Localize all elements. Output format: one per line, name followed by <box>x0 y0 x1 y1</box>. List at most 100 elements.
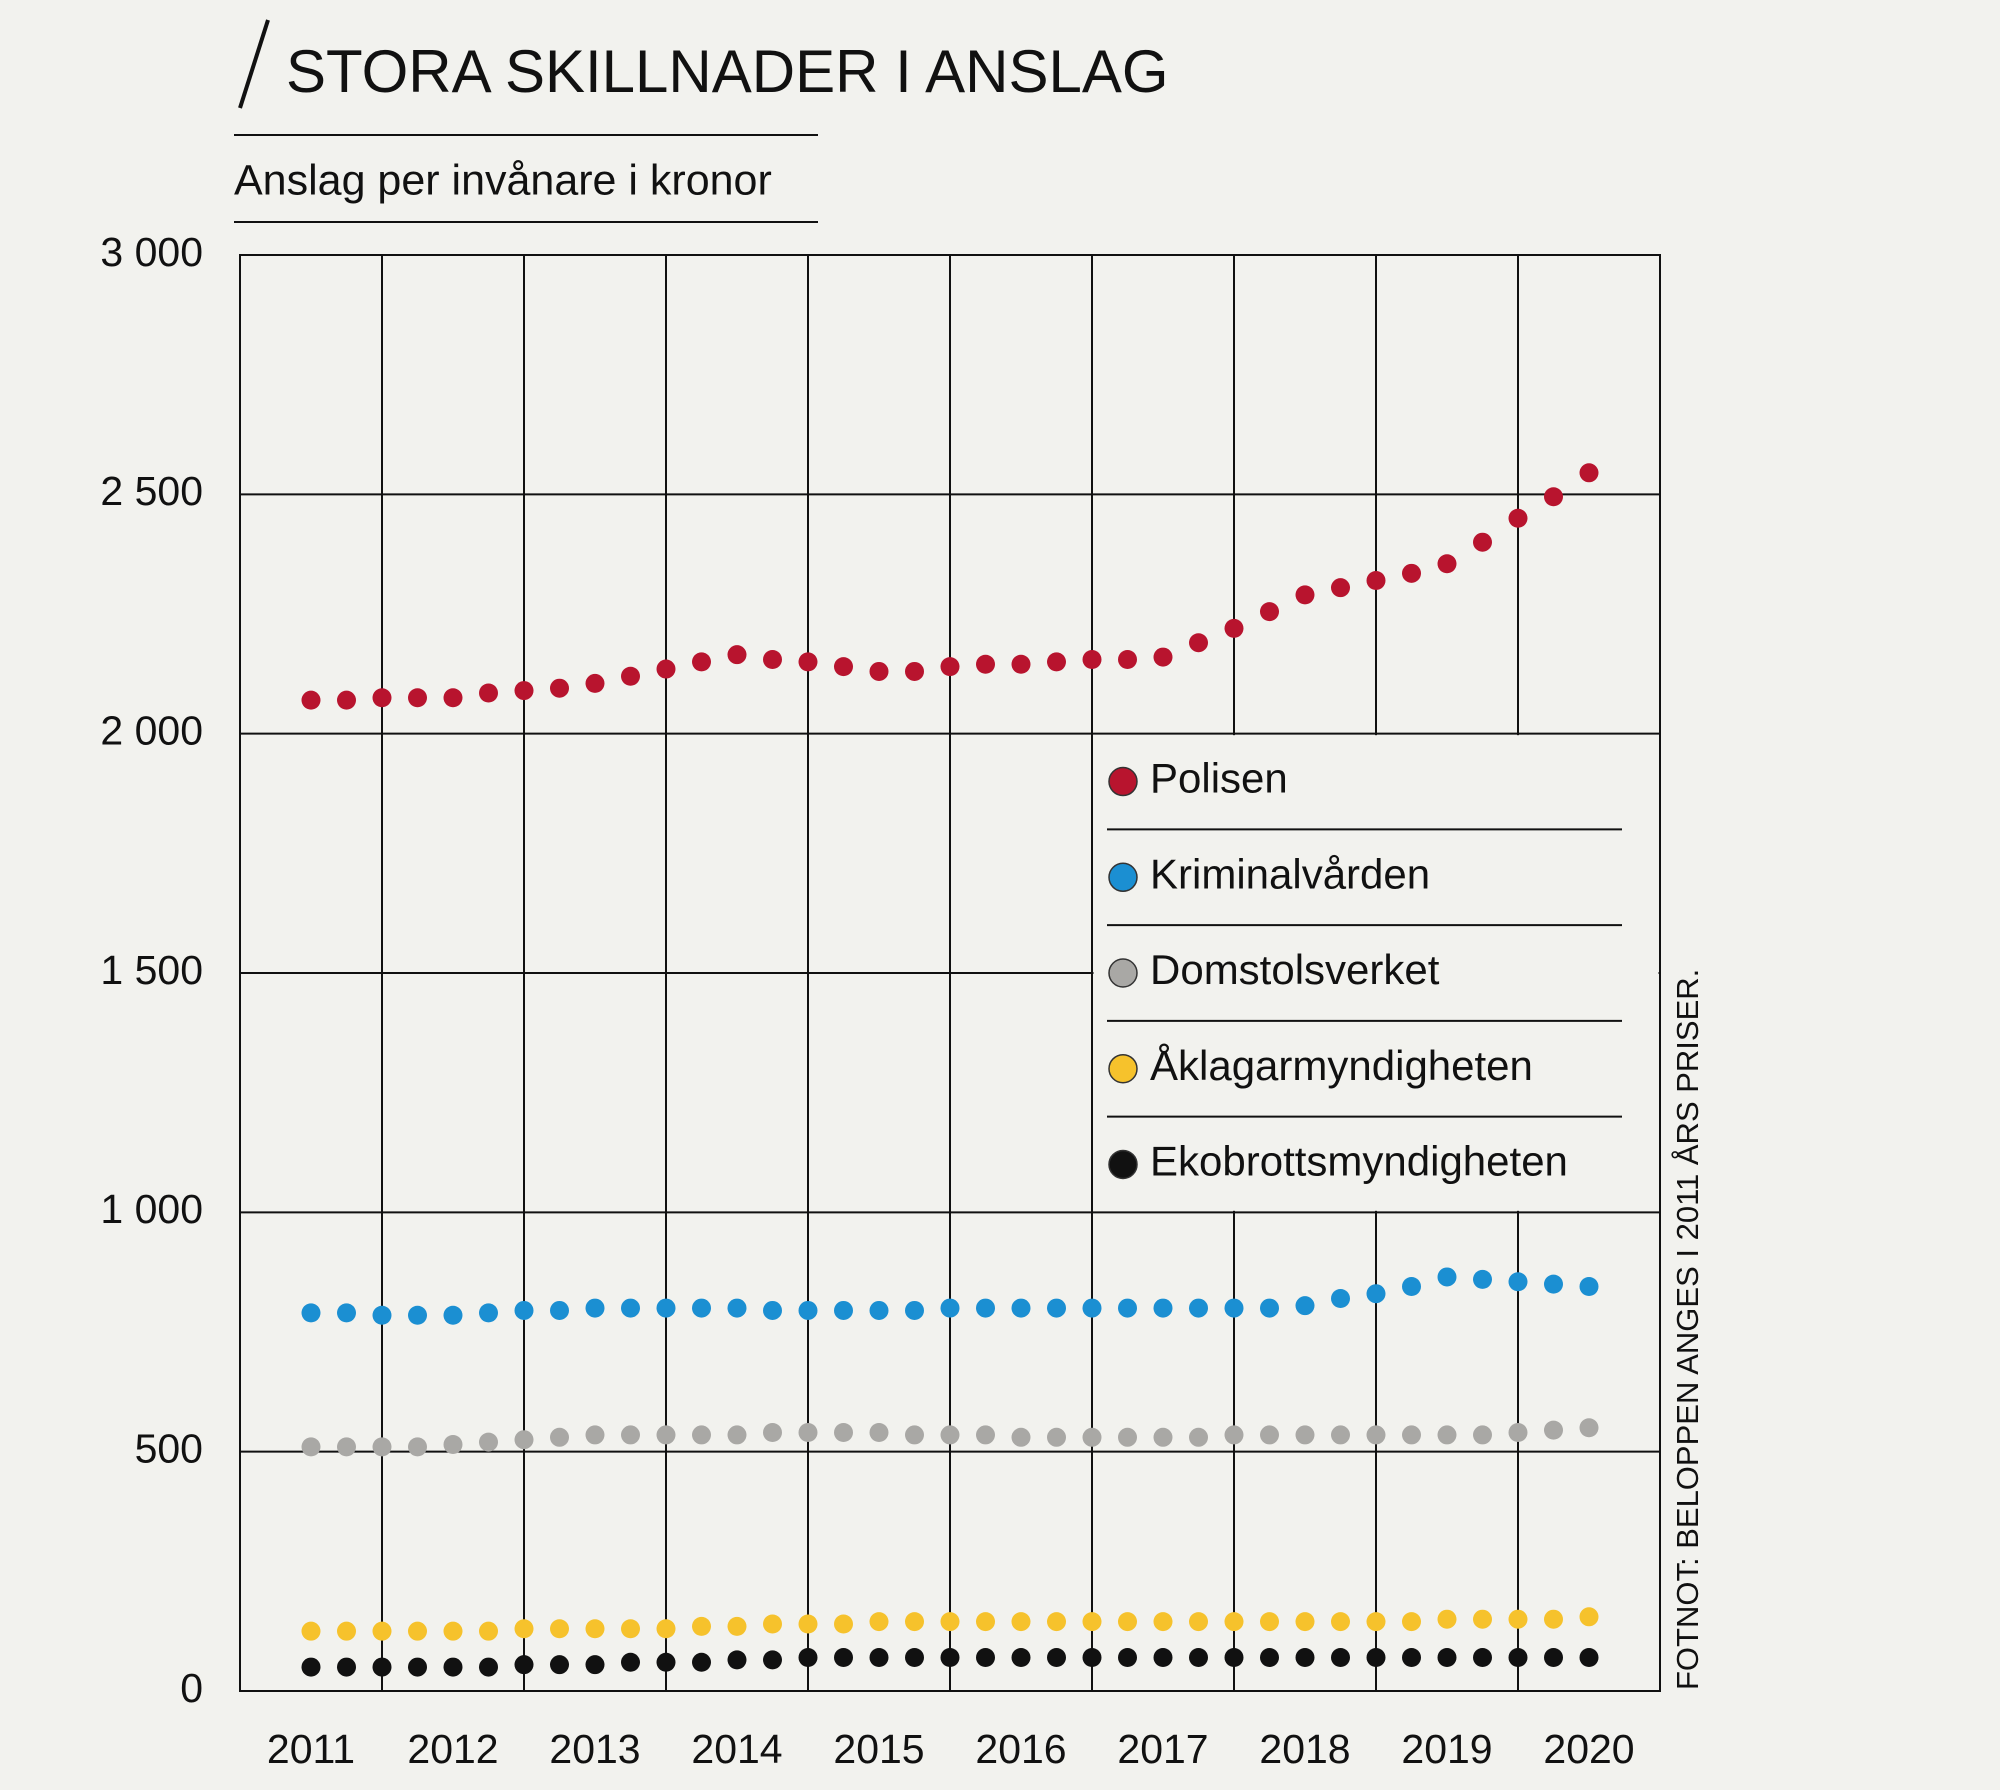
dot <box>1153 1647 1173 1667</box>
dot <box>976 1298 995 1318</box>
dot <box>443 1657 463 1677</box>
legend-swatch <box>1108 958 1138 988</box>
dot <box>550 1427 569 1447</box>
dot <box>834 1300 853 1320</box>
dot <box>1082 1612 1102 1632</box>
dot <box>1402 1277 1421 1297</box>
x-tick-label: 2015 <box>833 1726 924 1772</box>
dot <box>869 1423 889 1443</box>
legend-label: Åklagarmyndigheten <box>1150 1042 1533 1089</box>
legend-swatch <box>1108 766 1138 797</box>
dot <box>479 683 498 703</box>
dot <box>1295 585 1315 605</box>
dot <box>1011 1427 1031 1447</box>
dot <box>692 652 711 672</box>
dot <box>1118 649 1137 669</box>
dot <box>656 1425 676 1445</box>
dot <box>479 1432 498 1452</box>
legend-swatch <box>1108 862 1138 893</box>
x-tick-label: 2018 <box>1259 1726 1350 1772</box>
dot <box>1508 1272 1528 1292</box>
x-tick-label: 2020 <box>1543 1726 1634 1772</box>
y-tick-label: 2 000 <box>100 707 203 753</box>
dot <box>1437 1609 1457 1629</box>
dot <box>621 1619 640 1639</box>
dot <box>1473 1647 1492 1667</box>
dot <box>976 1647 995 1667</box>
dot <box>1366 1284 1386 1304</box>
dot <box>869 1300 889 1320</box>
legend-swatch <box>1108 1149 1138 1180</box>
dot <box>1508 1609 1528 1629</box>
dot <box>585 1425 605 1445</box>
dot <box>940 657 960 677</box>
dot <box>1118 1427 1137 1447</box>
dot <box>1260 1647 1279 1667</box>
dot <box>1047 652 1066 672</box>
dot <box>1082 1647 1102 1667</box>
dot <box>1224 618 1244 638</box>
dot <box>1508 508 1528 528</box>
dot <box>940 1647 960 1667</box>
dot <box>1260 1425 1279 1445</box>
dot <box>1402 1647 1421 1667</box>
dot <box>869 1647 889 1667</box>
dot <box>514 1300 534 1320</box>
dot <box>1118 1647 1137 1667</box>
dot <box>1224 1612 1244 1632</box>
dot <box>301 1303 321 1323</box>
dot <box>1260 1298 1279 1318</box>
dot <box>1118 1612 1137 1632</box>
dot <box>692 1616 711 1636</box>
dot <box>1402 563 1421 583</box>
dot <box>1224 1298 1244 1318</box>
dot <box>301 1657 321 1677</box>
dot <box>1366 1647 1386 1667</box>
dot <box>1544 1609 1563 1629</box>
x-tick-label: 2016 <box>975 1726 1066 1772</box>
dot <box>585 673 605 693</box>
dot <box>905 1647 924 1667</box>
dot <box>514 681 534 701</box>
dot <box>1047 1298 1066 1318</box>
dot <box>372 1621 392 1641</box>
dot <box>585 1655 605 1675</box>
dot <box>727 1616 747 1636</box>
dot <box>1331 1425 1350 1445</box>
dot <box>1437 554 1457 574</box>
dot <box>550 678 569 698</box>
dot <box>408 688 427 708</box>
dot <box>1082 1427 1102 1447</box>
dot <box>763 1300 782 1320</box>
x-tick-label: 2013 <box>549 1726 640 1772</box>
dot <box>372 1657 392 1677</box>
dot <box>1011 1612 1031 1632</box>
dot <box>1189 1647 1208 1667</box>
dot <box>1402 1612 1421 1632</box>
legend-label: Ekobrottsmyndigheten <box>1150 1138 1568 1185</box>
y-tick-label: 1 500 <box>100 947 203 993</box>
dot <box>1189 1612 1208 1632</box>
dot <box>479 1303 498 1323</box>
dot <box>1437 1647 1457 1667</box>
dot <box>1153 647 1173 667</box>
dot <box>337 1437 356 1457</box>
dot <box>798 1423 818 1443</box>
dot <box>1331 1647 1350 1667</box>
dot <box>408 1657 427 1677</box>
dot <box>692 1298 711 1318</box>
legend: Polisen Kriminalvården Domstolsverket Åklag… <box>1093 735 1659 1211</box>
dot <box>1473 1609 1492 1629</box>
dot <box>337 1657 356 1677</box>
dot <box>1295 1647 1315 1667</box>
dot <box>1153 1427 1173 1447</box>
dot <box>479 1657 498 1677</box>
marks <box>301 463 1599 1677</box>
plot-frame <box>239 254 1661 1692</box>
dot <box>1189 1298 1208 1318</box>
dot <box>869 661 889 681</box>
dot <box>1153 1298 1173 1318</box>
dot <box>1011 1298 1031 1318</box>
dot <box>621 666 640 686</box>
